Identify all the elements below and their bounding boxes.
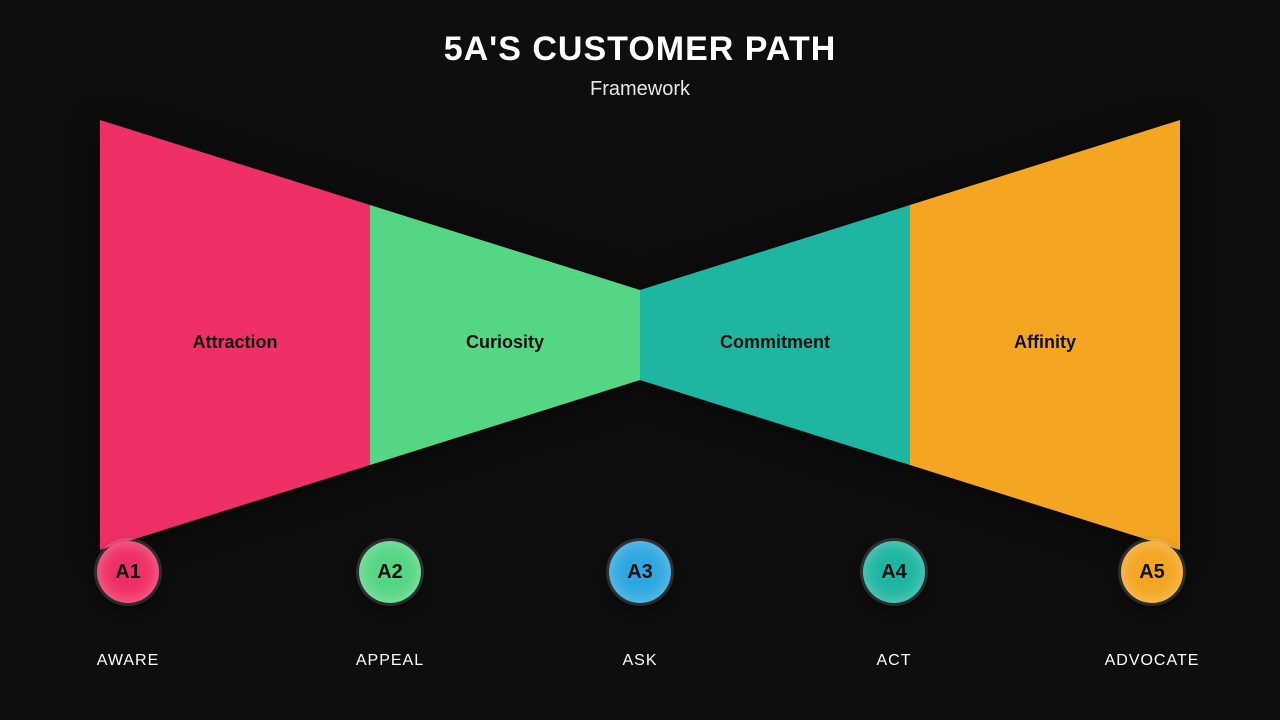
segment-label-2: Curiosity [405,332,605,353]
segment-label-4: Affinity [945,332,1145,353]
stage-label-2: APPEAL [356,652,424,670]
stage-circle-a5: A5 [1121,541,1183,603]
slide-subtitle: Framework [0,78,1280,101]
stage-circle-a3: A3 [609,541,671,603]
stage-circle-a2: A2 [359,541,421,603]
stage-circle-a1: A1 [97,541,159,603]
segment-label-1: Attraction [135,332,335,353]
stage-label-1: AWARE [97,652,159,670]
stage-label-5: ADVOCATE [1105,652,1200,670]
stage-circle-a4: A4 [863,541,925,603]
stage-label-4: ACT [877,652,912,670]
slide-stage: 5A'S CUSTOMER PATH Framework Attraction C… [0,0,1280,720]
slide-title: 5A'S CUSTOMER PATH [0,30,1280,69]
stage-label-3: ASK [622,652,657,670]
segment-label-3: Commitment [675,332,875,353]
